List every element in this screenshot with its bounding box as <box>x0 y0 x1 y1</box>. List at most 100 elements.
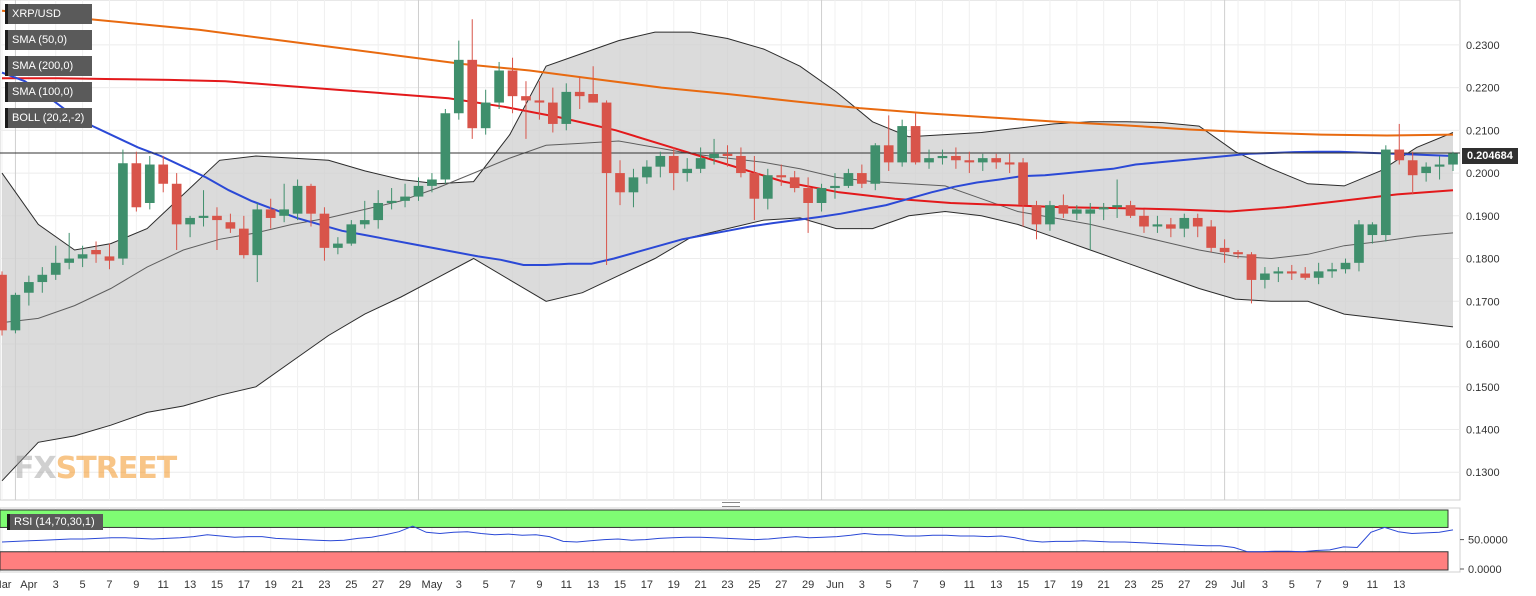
x-tick-label: 7 <box>1316 579 1322 591</box>
candle-body <box>346 224 357 244</box>
candle-body <box>1340 262 1351 270</box>
candle-body <box>1219 247 1230 253</box>
legend-boll-label: BOLL (20,2,-2) <box>12 112 85 124</box>
candle-body <box>1192 217 1203 227</box>
x-tick-label: 11 <box>158 579 169 591</box>
candle-body <box>50 262 61 275</box>
sma50-line <box>1 71 1454 266</box>
candle-body <box>1071 209 1082 214</box>
candle-body <box>937 155 948 159</box>
candle-body <box>1434 164 1445 167</box>
x-tick-label: 27 <box>775 579 787 591</box>
candle-body <box>1179 217 1190 229</box>
candle-body <box>24 282 34 293</box>
candle-body <box>776 175 787 178</box>
candle-body <box>548 102 558 124</box>
candle-body <box>1273 271 1284 274</box>
x-tick-label: Jun <box>826 579 844 591</box>
legend-sma200-label: SMA (200,0) <box>12 60 74 72</box>
logo-fx: FX <box>14 451 57 486</box>
rsi-legend[interactable]: RSI (14,70,30,1) <box>7 514 103 530</box>
candle-body <box>695 158 706 169</box>
candle-body <box>453 59 464 114</box>
candle-body <box>561 91 572 124</box>
x-tick-label: 29 <box>802 579 814 591</box>
candle-body <box>319 213 330 248</box>
x-tick-label: 13 <box>1393 579 1405 591</box>
candle-body <box>386 200 397 203</box>
candle-body <box>1206 226 1217 248</box>
candle-body <box>534 100 545 103</box>
candle-body <box>1125 205 1136 216</box>
candle-body <box>144 164 155 203</box>
candle-body <box>1018 162 1028 206</box>
x-tick-label: 25 <box>748 579 760 591</box>
candle-body <box>964 160 975 163</box>
pane-resize-handle[interactable] <box>722 502 740 507</box>
y-tick-label: 0.1800 <box>1466 254 1500 266</box>
candle-body <box>158 164 169 184</box>
candle-body <box>1407 160 1418 176</box>
candle-body <box>1112 205 1122 208</box>
candle-body <box>279 209 289 216</box>
candle-body <box>789 177 800 189</box>
legend-sma100-label: SMA (100,0) <box>12 86 74 98</box>
candle-body <box>749 173 760 199</box>
candle-body <box>1004 162 1015 165</box>
candle-body <box>910 126 921 163</box>
sma200-line <box>1 9 1454 137</box>
fxstreet-logo: FXSTREET <box>14 451 178 486</box>
y-tick-label: 0.2300 <box>1466 40 1500 52</box>
legend-symbol[interactable]: XRP/USD <box>5 4 93 24</box>
x-tick-label: 3 <box>1262 579 1268 591</box>
candle-body <box>1031 205 1042 225</box>
candle-body <box>736 155 746 174</box>
candle-body <box>1246 254 1257 280</box>
candle-body <box>722 153 733 156</box>
indicator-legend: XRP/USD SMA (50,0) SMA (200,0) SMA (100,… <box>5 4 93 134</box>
candle-body <box>507 70 518 97</box>
x-tick-label: 29 <box>1205 579 1217 591</box>
legend-boll[interactable]: BOLL (20,2,-2) <box>5 108 93 128</box>
rsi-tick-label: 50.0000 <box>1468 535 1508 547</box>
x-tick-label: Jul <box>1231 579 1245 591</box>
candle-body <box>588 94 598 103</box>
candle-body <box>212 215 222 221</box>
candle-body <box>198 215 209 218</box>
candle-body <box>1354 224 1364 263</box>
candle-body <box>1448 153 1458 165</box>
logo-street: STREET <box>55 451 178 486</box>
candle-body <box>803 188 813 203</box>
candle-body <box>494 70 504 103</box>
x-tick-label: 9 <box>939 579 945 591</box>
candle-body <box>628 177 639 193</box>
legend-sma200[interactable]: SMA (200,0) <box>5 56 93 76</box>
x-tick-label: 21 <box>291 579 303 591</box>
candle-body <box>77 254 88 259</box>
x-tick-label: Mar <box>0 579 12 591</box>
y-tick-label: 0.1500 <box>1466 382 1500 394</box>
y-tick-label: 0.2000 <box>1466 168 1500 180</box>
candle-body <box>574 91 585 97</box>
candle-body <box>427 179 437 186</box>
x-tick-label: 19 <box>1071 579 1083 591</box>
x-tick-label: 15 <box>614 579 626 591</box>
y-tick-label: 0.1900 <box>1466 211 1500 223</box>
legend-sma50[interactable]: SMA (50,0) <box>5 30 93 50</box>
boll-band-fill <box>2 32 1453 481</box>
candle-body <box>1166 224 1176 229</box>
candle-body <box>951 155 961 161</box>
y-tick-label: 0.2100 <box>1466 125 1500 137</box>
x-tick-label: 25 <box>1151 579 1163 591</box>
candle-body <box>1098 207 1109 210</box>
rsi-tick-label: 0.0000 <box>1468 564 1502 576</box>
candle-body <box>1367 224 1378 236</box>
y-tick-label: 0.1700 <box>1466 296 1500 308</box>
candle-body <box>1327 269 1337 272</box>
x-tick-label: 11 <box>1367 579 1378 591</box>
candle-body <box>857 173 867 184</box>
y-tick-label: 0.2200 <box>1466 83 1500 95</box>
legend-sma100[interactable]: SMA (100,0) <box>5 82 93 102</box>
x-tick-label: 7 <box>509 579 515 591</box>
